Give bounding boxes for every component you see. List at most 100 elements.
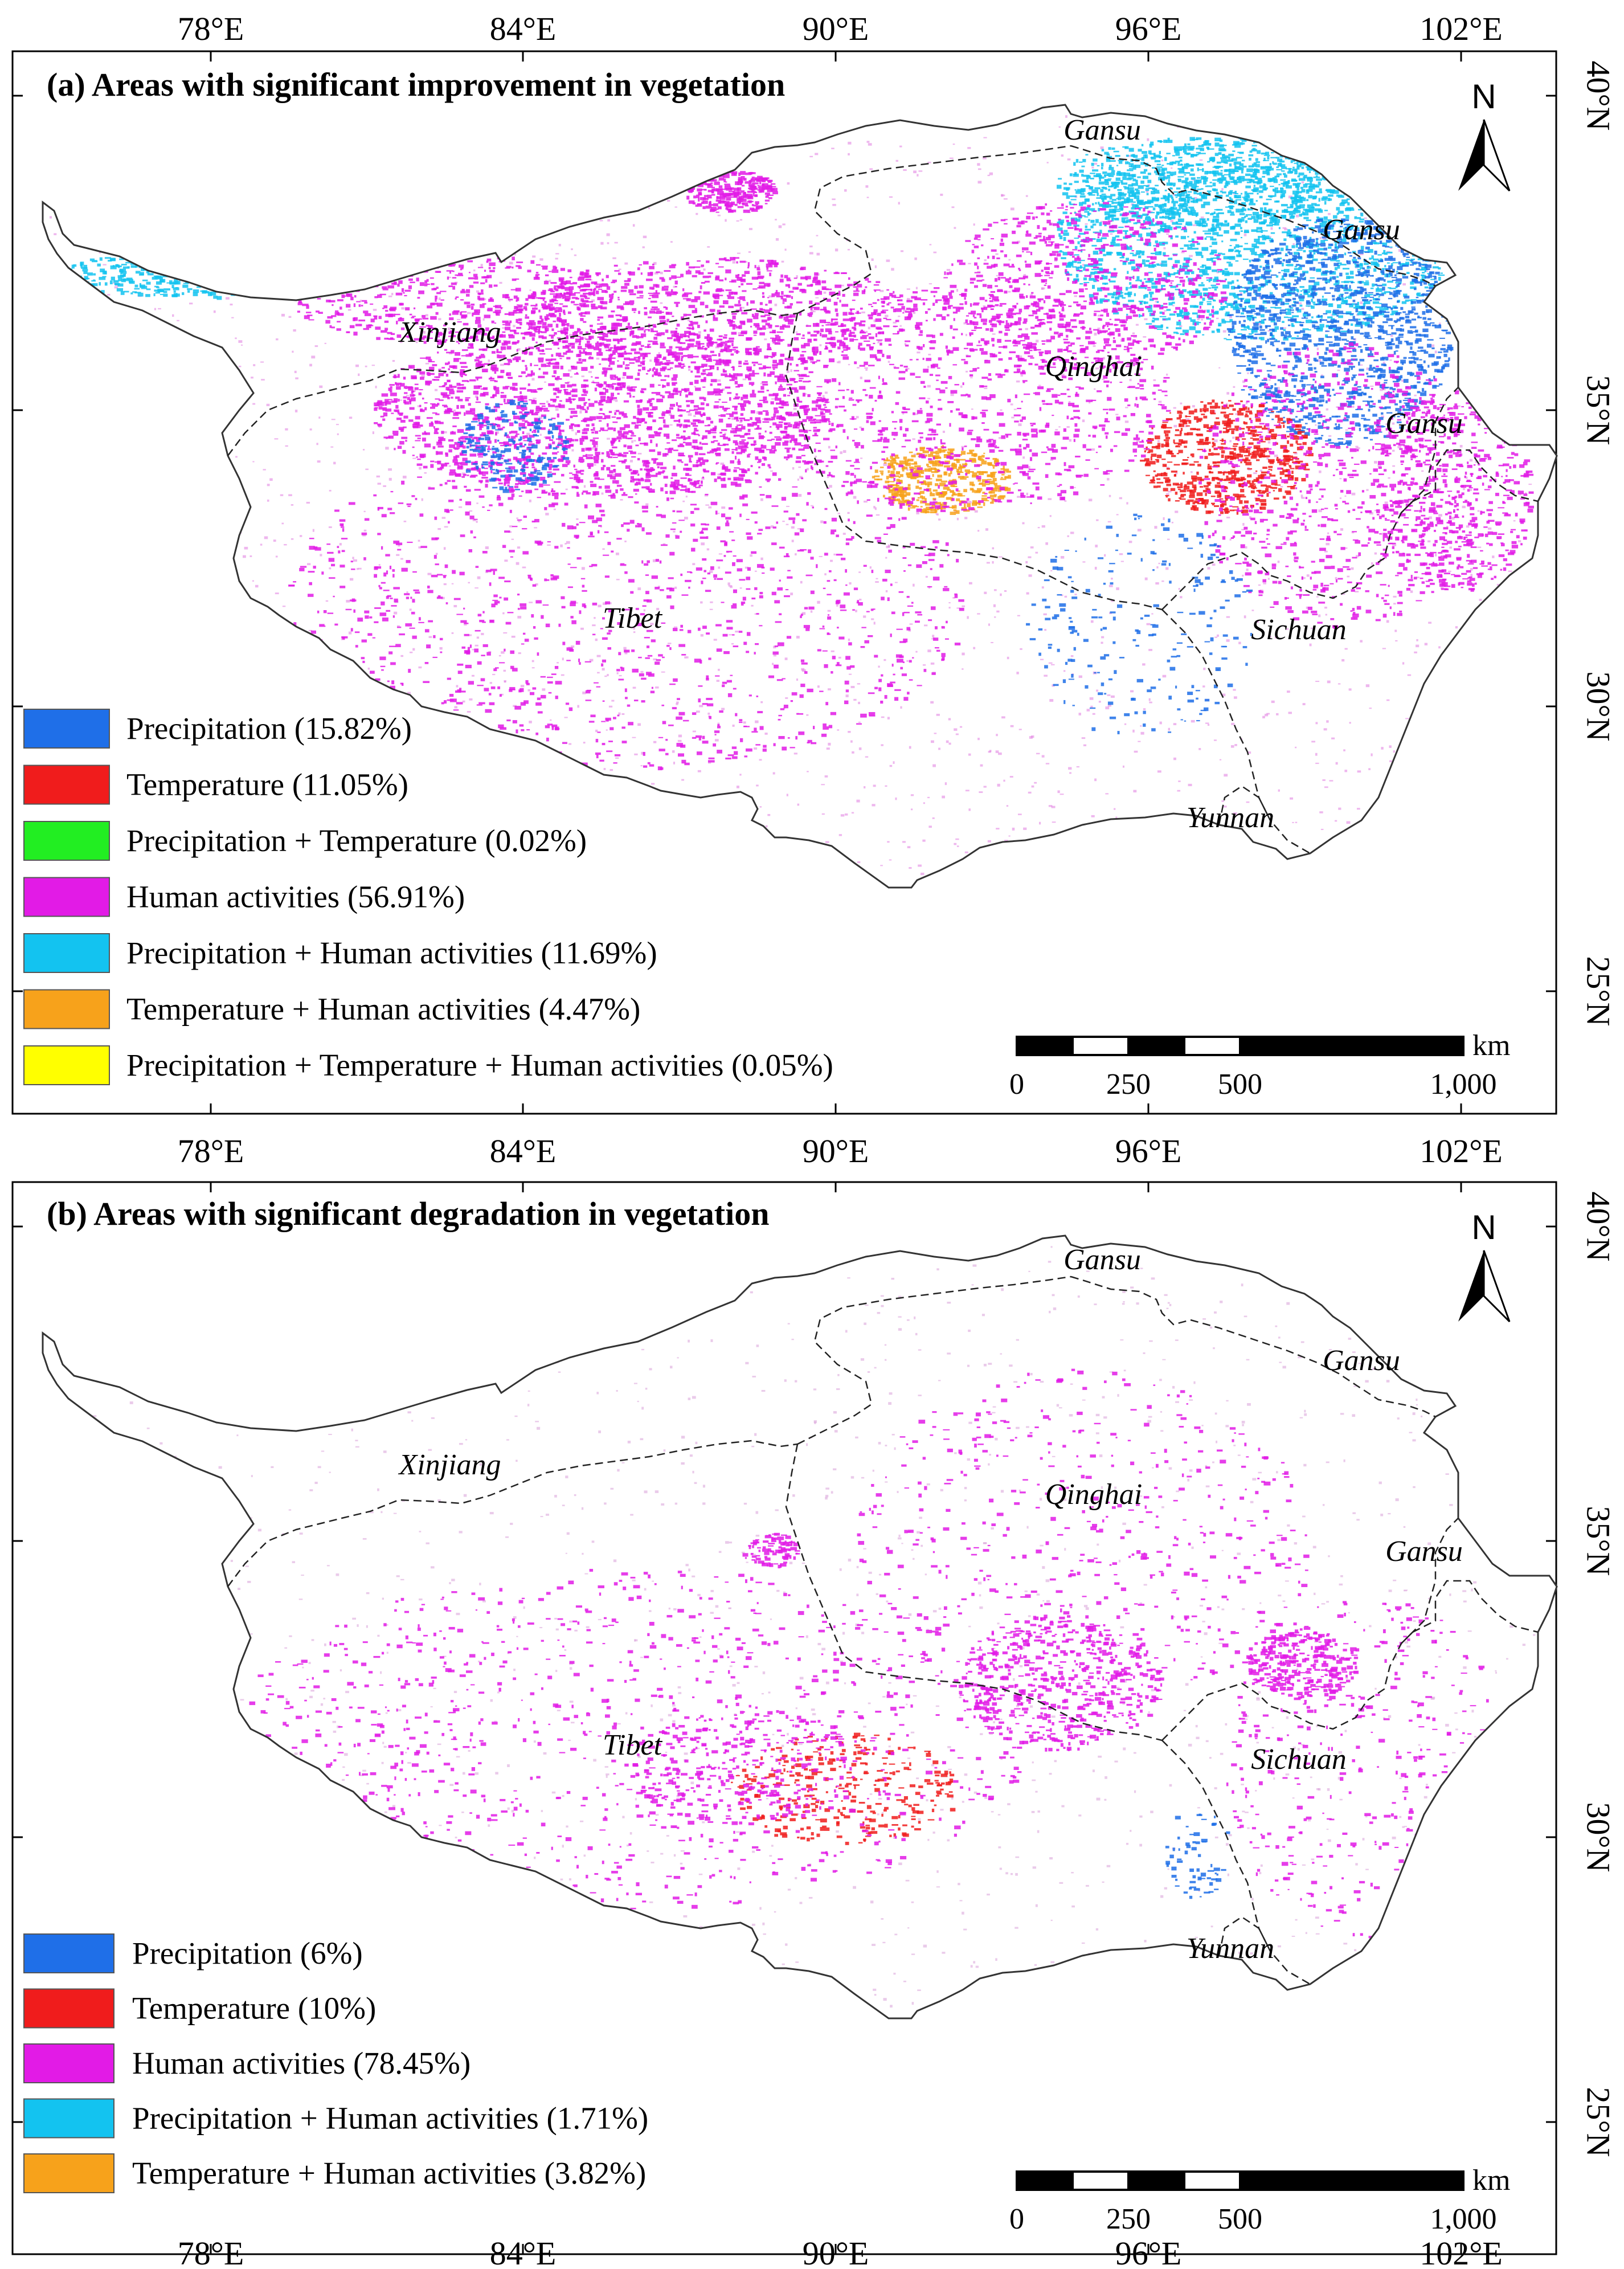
scale-unit: km bbox=[1472, 2164, 1510, 2197]
lon-tick-label: 78°E bbox=[178, 10, 244, 47]
lon-tick-label: 84°E bbox=[490, 2235, 557, 2269]
scale-label: 250 bbox=[1106, 1068, 1151, 1101]
scale-label: 1,000 bbox=[1430, 1068, 1497, 1101]
province-border bbox=[1218, 1916, 1311, 1985]
lat-tick-label: 25°N bbox=[1580, 956, 1617, 1026]
legend-swatch bbox=[23, 2153, 114, 2193]
legend-swatch bbox=[23, 933, 110, 973]
lat-tick-label: 35°N bbox=[1580, 375, 1617, 445]
legend-swatch bbox=[23, 2043, 114, 2083]
legend-swatch bbox=[23, 1988, 114, 2029]
lon-tick-label: 96°E bbox=[1115, 10, 1182, 47]
lon-tick-label: 78°E bbox=[178, 2235, 244, 2269]
legend-label: Temperature (11.05%) bbox=[126, 767, 408, 802]
legend-swatch bbox=[23, 989, 110, 1029]
region-label: Gansu bbox=[1385, 1535, 1463, 1568]
scale-segment bbox=[1016, 1036, 1074, 1056]
legend-swatch bbox=[23, 2098, 114, 2139]
province-border bbox=[1161, 609, 1271, 821]
legend-label: Human activities (56.91%) bbox=[126, 880, 465, 914]
scale-segment bbox=[1127, 1036, 1185, 1056]
province-border bbox=[227, 1440, 798, 1587]
province-border bbox=[1161, 1740, 1271, 1952]
map-area bbox=[42, 1234, 1558, 2019]
region-label: Qinghai bbox=[1045, 1478, 1142, 1511]
scale-bar: 0 250 500 1,000 km bbox=[1009, 1029, 1510, 1101]
lon-tick-label: 90°E bbox=[803, 1133, 869, 1170]
scale-segment bbox=[1016, 2170, 1074, 2191]
north-arrow-icon bbox=[1483, 119, 1511, 192]
lon-tick-label: 84°E bbox=[490, 1133, 557, 1170]
scale-label: 1,000 bbox=[1430, 2203, 1497, 2235]
plateau-outline bbox=[42, 1234, 1558, 2019]
region-label: Xinjiang bbox=[398, 1449, 501, 1481]
lat-tick-label: 25°N bbox=[1580, 2087, 1617, 2157]
province-border bbox=[1070, 1275, 1436, 1418]
lon-tick-label: 84°E bbox=[490, 10, 557, 47]
province-border bbox=[1412, 1580, 1539, 1633]
legend-label: Temperature + Human activities (3.82%) bbox=[132, 2156, 646, 2190]
region-label: Gansu bbox=[1385, 407, 1463, 440]
scale-bar: 0 250 500 1,000 km bbox=[1009, 2164, 1510, 2235]
lat-tick-label: 35°N bbox=[1580, 1506, 1617, 1576]
legend-label: Precipitation + Human activities (1.71%) bbox=[132, 2101, 648, 2136]
lon-tick-label: 90°E bbox=[803, 2235, 869, 2269]
lon-tick-label: 96°E bbox=[1115, 1133, 1182, 1170]
scale-segment bbox=[1239, 2170, 1465, 2191]
region-label: Sichuan bbox=[1251, 614, 1347, 646]
north-label: N bbox=[1471, 77, 1496, 116]
north-arrow-icon bbox=[1483, 1250, 1511, 1323]
region-label: Gansu bbox=[1323, 1344, 1400, 1377]
scale-segment bbox=[1183, 2170, 1241, 2191]
legend-swatch bbox=[23, 1933, 114, 1973]
region-label: Yunnan bbox=[1187, 802, 1274, 834]
legend-label: Precipitation + Temperature (0.02%) bbox=[126, 823, 587, 858]
scale-label: 250 bbox=[1106, 2203, 1151, 2235]
lat-tick-label: 30°N bbox=[1580, 671, 1617, 741]
province-border bbox=[797, 1275, 1071, 1445]
legend-label: Precipitation (6%) bbox=[132, 1936, 363, 1970]
region-label: Tibet bbox=[603, 602, 663, 635]
region-label: Tibet bbox=[603, 1729, 663, 1761]
vegetation-change-pixels bbox=[46, 1239, 1557, 2018]
plateau-outline bbox=[42, 104, 1558, 889]
lon-tick-label: 96°E bbox=[1115, 2235, 1182, 2269]
legend-swatch bbox=[23, 877, 110, 917]
vegetation-change-pixels bbox=[46, 108, 1557, 888]
legend: Precipitation (15.82%) Temperature (11.05… bbox=[23, 709, 833, 1085]
province-border bbox=[1401, 1518, 1459, 1644]
region-label: Gansu bbox=[1063, 1244, 1141, 1276]
panel-title: (a) Areas with significant improvement i… bbox=[47, 66, 785, 103]
lat-tick-label: 40°N bbox=[1580, 1191, 1617, 1261]
legend-label: Temperature (10%) bbox=[132, 1991, 376, 2026]
scale-label: 0 bbox=[1009, 1068, 1024, 1101]
region-label: Gansu bbox=[1063, 114, 1141, 146]
legend-label: Precipitation + Temperature + Human acti… bbox=[126, 1048, 833, 1082]
region-label: Xinjiang bbox=[398, 316, 501, 349]
province-border bbox=[785, 1444, 1163, 1741]
legend-label: Precipitation + Human activities (11.69%… bbox=[126, 935, 657, 970]
panel-title: (b) Areas with significant degradation i… bbox=[47, 1195, 770, 1232]
panel-b: 40°N 35°N 30°N 25°N Gansu Gansu Gansu Xinjiang Q… bbox=[11, 1181, 1617, 2269]
province-border bbox=[797, 145, 1071, 314]
scale-segment bbox=[1183, 1036, 1241, 1056]
plateau-fill bbox=[43, 1236, 1557, 2018]
region-label: Qinghai bbox=[1045, 350, 1142, 383]
province-border bbox=[227, 309, 798, 456]
scale-unit: km bbox=[1472, 1029, 1510, 1062]
legend-swatch bbox=[23, 709, 110, 749]
panel-a: 40°N 35°N 30°N 25°N Gansu Gansu Gansu Xinjiang Q… bbox=[11, 10, 1617, 1170]
lat-tick-label: 40°N bbox=[1580, 60, 1617, 130]
lon-tick-label: 102°E bbox=[1420, 2235, 1503, 2269]
scale-label: 500 bbox=[1218, 2203, 1262, 2235]
legend-swatch bbox=[23, 821, 110, 861]
lon-tick-label: 90°E bbox=[803, 10, 869, 47]
north-arrow-icon bbox=[1458, 1250, 1484, 1322]
scale-label: 500 bbox=[1218, 1068, 1262, 1101]
north-arrow-icon bbox=[1458, 120, 1484, 191]
lat-tick-label: 30°N bbox=[1580, 1802, 1617, 1872]
legend: Precipitation (6%) Temperature (10%) Human… bbox=[23, 1933, 648, 2193]
province-border bbox=[1218, 785, 1311, 855]
region-label: Yunnan bbox=[1187, 1932, 1274, 1965]
